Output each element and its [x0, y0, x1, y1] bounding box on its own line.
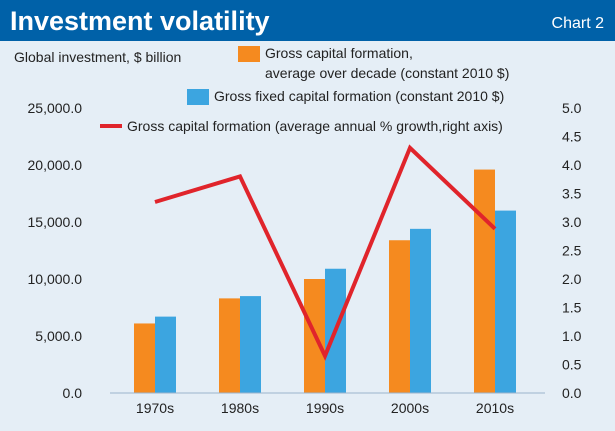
- bar-gross-fixed-2010s: [495, 210, 516, 393]
- left-axis-ticks: 0.0 5,000.0 10,000.0 15,000.0 20,000.0 25,000…: [28, 100, 83, 401]
- left-tick-label: 25,000.0: [28, 100, 83, 116]
- chart-number: Chart 2: [552, 15, 605, 32]
- right-axis-ticks: 0.0 0.5 1.0 1.5 2.0 2.5 3.0 3.5 4.0 4.5 5.0: [562, 100, 582, 401]
- x-tick-label: 2010s: [476, 400, 514, 416]
- right-tick-label: 2.5: [562, 243, 582, 259]
- bar-gross-capital-1970s: [134, 323, 155, 393]
- left-tick-label: 15,000.0: [28, 214, 83, 230]
- bars: [134, 169, 516, 393]
- legend-swatch-gross-capital: [238, 46, 260, 62]
- legend-label-gross-capital: average over decade (constant 2010 $): [265, 65, 509, 81]
- bar-gross-capital-1980s: [219, 298, 240, 393]
- legend-swatch-gross-fixed: [187, 89, 209, 105]
- right-tick-label: 0.5: [562, 357, 582, 373]
- right-tick-label: 4.0: [562, 157, 582, 173]
- x-axis-labels: 1970s 1980s 1990s 2000s 2010s: [136, 400, 514, 416]
- left-tick-label: 0.0: [63, 385, 83, 401]
- right-tick-label: 1.0: [562, 328, 582, 344]
- right-tick-label: 4.5: [562, 129, 582, 145]
- right-tick-label: 3.5: [562, 186, 582, 202]
- x-tick-label: 2000s: [391, 400, 429, 416]
- bar-gross-fixed-1980s: [240, 296, 261, 393]
- left-tick-label: 20,000.0: [28, 157, 83, 173]
- bar-gross-capital-2000s: [389, 240, 410, 393]
- legend: Gross capital formation, average over dec…: [100, 45, 509, 134]
- bar-gross-fixed-1970s: [155, 316, 176, 393]
- left-tick-label: 5,000.0: [35, 328, 82, 344]
- chart-title: Investment volatility: [10, 6, 270, 36]
- left-tick-label: 10,000.0: [28, 271, 83, 287]
- bar-gross-capital-2010s: [474, 169, 495, 393]
- right-tick-label: 5.0: [562, 100, 582, 116]
- right-tick-label: 2.0: [562, 271, 582, 287]
- growth-line-layer: [154, 144, 497, 361]
- legend-label-growth-line: Gross capital formation (average annual …: [127, 118, 503, 134]
- x-tick-label: 1990s: [306, 400, 344, 416]
- legend-label-gross-capital: Gross capital formation,: [265, 45, 413, 61]
- right-tick-label: 3.0: [562, 214, 582, 230]
- x-tick-label: 1970s: [136, 400, 174, 416]
- x-tick-label: 1980s: [221, 400, 259, 416]
- y-axis-label: Global investment, $ billion: [14, 49, 181, 65]
- header-bar: [0, 0, 615, 41]
- right-tick-label: 1.5: [562, 300, 582, 316]
- right-tick-label: 0.0: [562, 385, 582, 401]
- legend-label-gross-fixed: Gross fixed capital formation (constant …: [214, 88, 504, 104]
- bar-gross-fixed-2000s: [410, 228, 431, 393]
